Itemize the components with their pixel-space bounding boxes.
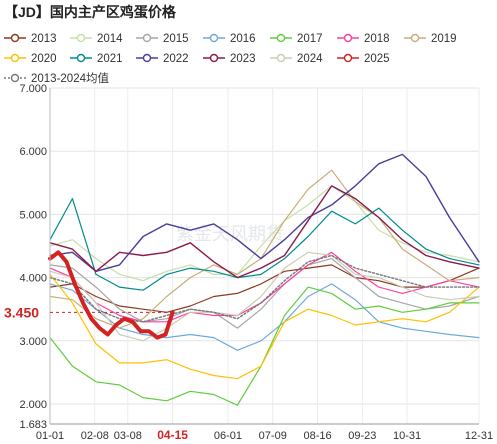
y-tick-label: 7.000	[19, 83, 47, 95]
x-tick-label: 07-09	[259, 430, 287, 442]
x-tick-label: 06-01	[214, 430, 242, 442]
x-tick-label: 01-01	[36, 430, 64, 442]
legend-label: 2025	[364, 53, 390, 65]
x-tick-label: 09-23	[348, 430, 376, 442]
legend-swatch-marker	[343, 33, 353, 43]
series-line-2022	[49, 153, 480, 272]
legend-label: 2013	[31, 33, 57, 45]
legend-item-2013-2024均值: 2013-2024均值	[4, 72, 109, 85]
series-line-2015	[49, 258, 480, 329]
legend-item-2018: 2018	[337, 33, 390, 45]
legend-swatch-marker	[276, 53, 286, 63]
legend: 2013 2014 2015 2016 2017 2018 2019 2020 2021 2022…	[4, 33, 457, 85]
legend-item-2013: 2013	[4, 33, 57, 45]
legend-item-2024: 2024	[270, 53, 323, 65]
legend-item-2017: 2017	[270, 33, 323, 45]
legend-swatch-marker	[142, 33, 152, 43]
current-value-label: 3.450	[4, 304, 39, 320]
legend-swatch-marker	[10, 33, 20, 43]
x-tick-label: 10-31	[393, 430, 421, 442]
series-line-2013-2024均值	[49, 254, 480, 323]
legend-item-2021: 2021	[70, 53, 123, 65]
legend-item-2025: 2025	[337, 53, 390, 65]
legend-label: 2019	[431, 33, 457, 45]
legend-item-2015: 2015	[136, 33, 189, 45]
legend-label: 2018	[364, 33, 390, 45]
series-line-2021	[49, 198, 480, 291]
axes: 1.683 2.000 3.000 4.000 5.000 6.000 7.000 01-01…	[19, 83, 493, 442]
x-tick-label: 04-15	[157, 428, 188, 442]
series-group	[48, 153, 480, 406]
legend-label: 2022	[163, 53, 189, 65]
legend-swatch-marker	[10, 53, 20, 63]
legend-item-2023: 2023	[203, 53, 256, 65]
series-line-2023	[49, 185, 480, 279]
legend-swatch-marker	[276, 33, 286, 43]
legend-label: 2020	[31, 53, 57, 65]
legend-swatch-marker	[10, 73, 20, 83]
y-tick-label: 6.000	[19, 146, 47, 158]
y-tick-label: 4.000	[19, 273, 47, 285]
legend-swatch-marker	[76, 53, 86, 63]
legend-item-2022: 2022	[136, 53, 189, 65]
legend-item-2019: 2019	[404, 33, 457, 45]
y-tick-label: 2.000	[19, 399, 47, 411]
legend-item-2020: 2020	[4, 53, 57, 65]
y-tick-label: 5.000	[19, 209, 47, 221]
series-line-2014	[49, 185, 480, 282]
y-tick-label: 1.683	[19, 419, 47, 431]
legend-swatch-marker	[343, 53, 353, 63]
x-tick-label: 12-31	[465, 430, 493, 442]
x-tick-label: 02-08	[81, 430, 109, 442]
legend-swatch-marker	[410, 33, 420, 43]
legend-label: 2014	[97, 33, 123, 45]
legend-swatch-marker	[76, 33, 86, 43]
y-tick-label: 3.000	[19, 336, 47, 348]
legend-label: 2023	[230, 53, 256, 65]
legend-item-2014: 2014	[70, 33, 123, 45]
legend-swatch-marker	[142, 53, 152, 63]
series-line-2024	[49, 251, 480, 342]
x-tick-label: 08-16	[303, 430, 331, 442]
legend-swatch-marker	[209, 33, 219, 43]
legend-label: 2016	[230, 33, 256, 45]
series-line-2020	[49, 273, 480, 380]
legend-swatch-marker	[209, 53, 219, 63]
chart-title: 【JD】国内主产区鸡蛋价格	[4, 4, 177, 20]
current-value-marker: 3.450	[4, 304, 173, 320]
legend-item-2016: 2016	[203, 33, 256, 45]
legend-label: 2017	[297, 33, 323, 45]
legend-label: 2013-2024均值	[31, 72, 109, 85]
legend-label: 2015	[163, 33, 189, 45]
legend-label: 2021	[97, 53, 123, 65]
series-line-2025	[48, 250, 175, 340]
x-tick-label: 03-08	[114, 430, 142, 442]
legend-label: 2024	[297, 53, 323, 65]
